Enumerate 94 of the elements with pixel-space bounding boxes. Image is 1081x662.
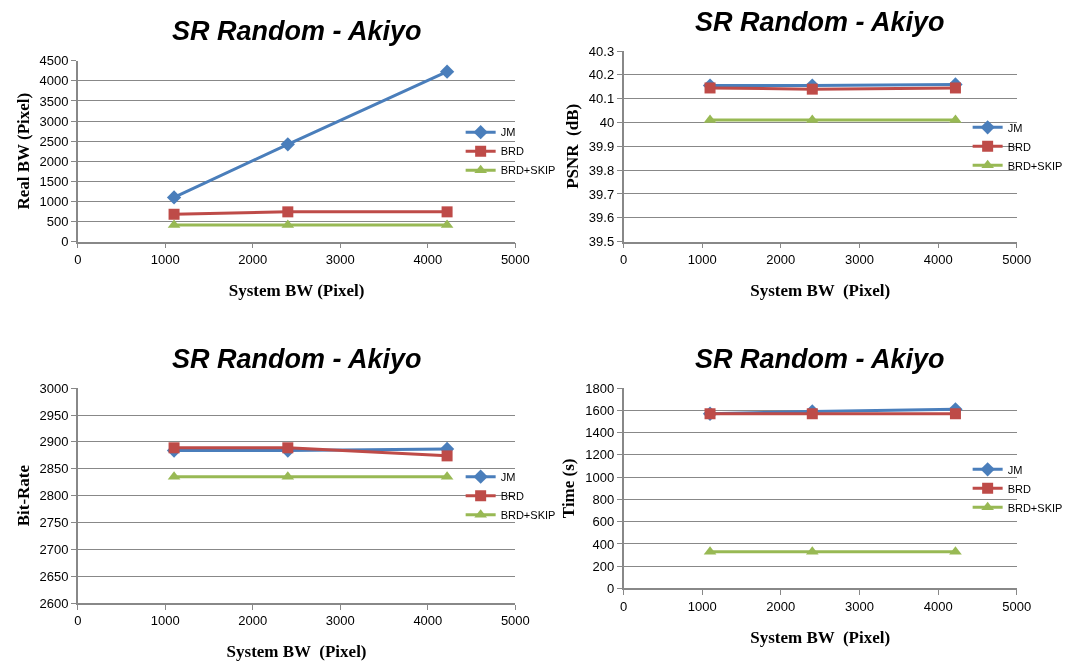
y-tick-label: 3000 bbox=[39, 380, 69, 396]
x-tick-label: 0 bbox=[74, 613, 82, 629]
point bbox=[166, 190, 182, 205]
x-tick-label: 5000 bbox=[500, 251, 530, 267]
chart-title: SR Random - Akiyo bbox=[172, 16, 422, 46]
point bbox=[806, 408, 818, 420]
legend-label: JM bbox=[1007, 463, 1023, 476]
x-tick-label: 3000 bbox=[845, 598, 874, 614]
x-tick-label: 1000 bbox=[150, 613, 180, 629]
y-tick-label: 2850 bbox=[39, 461, 69, 477]
x-tick-label: 5000 bbox=[1002, 251, 1032, 267]
y-tick-label: 4500 bbox=[39, 53, 69, 69]
x-tick-label: 1000 bbox=[150, 251, 180, 267]
point bbox=[949, 408, 961, 420]
y-tick-label: 1000 bbox=[585, 469, 615, 485]
x-tick-label: 2000 bbox=[766, 251, 796, 267]
x-tick-label: 1000 bbox=[687, 598, 717, 614]
y-tick-label: 39.8 bbox=[588, 162, 615, 178]
legend-label: BRD+SKIP bbox=[1007, 501, 1063, 514]
y-tick-label: 600 bbox=[592, 514, 615, 530]
x-tick-label: 5000 bbox=[1002, 598, 1032, 614]
x-tick-label: 0 bbox=[74, 251, 82, 267]
chart-title: SR Random - Akiyo bbox=[172, 344, 422, 374]
y-tick-label: 2500 bbox=[39, 133, 69, 149]
legend-label: JM bbox=[500, 470, 516, 483]
chart-title: SR Random - Akiyo bbox=[695, 7, 945, 37]
y-tick-label: 39.9 bbox=[588, 138, 615, 154]
chart-title: SR Random - Akiyo bbox=[695, 344, 945, 374]
y-tick-label: 2950 bbox=[39, 407, 69, 423]
y-tick-label: 39.7 bbox=[588, 186, 615, 202]
point bbox=[168, 208, 180, 220]
y-tick-label: 40.3 bbox=[588, 43, 615, 59]
legend-label: BRD bbox=[1007, 482, 1031, 495]
y-tick-label: 2700 bbox=[39, 541, 69, 557]
y-tick-label: 40 bbox=[599, 115, 615, 131]
y-tick-label: 40.2 bbox=[588, 67, 615, 83]
y-tick-label: 2800 bbox=[39, 488, 69, 504]
y-tick-label: 1600 bbox=[585, 402, 615, 418]
x-tick-label: 3000 bbox=[325, 613, 355, 629]
y-tick-label: 2750 bbox=[39, 515, 69, 531]
legend-label: BRD+SKIP bbox=[500, 164, 556, 177]
legend-label: JM bbox=[500, 126, 516, 139]
y-tick-label: 1800 bbox=[585, 380, 615, 396]
y-axis-title: Bit-Rate bbox=[13, 464, 33, 527]
y-tick-label: 4000 bbox=[39, 73, 69, 89]
y-axis-title: Time (s) bbox=[559, 458, 579, 519]
y-axis-title: PSNR (dB) bbox=[562, 103, 582, 189]
x-axis-title: System BW (Pixel) bbox=[228, 280, 365, 300]
x-axis-title: System BW (Pixel) bbox=[750, 280, 891, 300]
y-tick-label: 400 bbox=[592, 536, 615, 552]
point bbox=[280, 137, 295, 152]
x-tick-label: 2000 bbox=[238, 613, 268, 629]
legend-label: BRD bbox=[1007, 140, 1031, 153]
y-tick-label: 40.1 bbox=[588, 91, 615, 107]
x-tick-label: 4000 bbox=[923, 598, 953, 614]
y-tick-label: 1400 bbox=[585, 425, 615, 441]
point bbox=[439, 64, 455, 79]
x-tick-label: 0 bbox=[619, 598, 628, 614]
y-tick-label: 3500 bbox=[39, 93, 69, 109]
y-tick-label: 0 bbox=[61, 234, 69, 250]
legend-label: BRD+SKIP bbox=[1007, 159, 1063, 172]
y-tick-label: 2650 bbox=[39, 568, 69, 584]
y-tick-label: 200 bbox=[592, 558, 615, 574]
x-axis-title: System BW (Pixel) bbox=[750, 627, 891, 647]
y-tick-label: 500 bbox=[46, 214, 69, 230]
y-tick-label: 39.6 bbox=[588, 210, 615, 226]
x-tick-label: 3000 bbox=[325, 251, 355, 267]
point bbox=[282, 206, 294, 218]
x-tick-label: 3000 bbox=[845, 251, 874, 267]
legend-label: BRD bbox=[500, 145, 524, 158]
x-tick-label: 1000 bbox=[687, 251, 717, 267]
legend-label: JM bbox=[1007, 121, 1023, 134]
y-tick-label: 1000 bbox=[39, 193, 69, 209]
y-tick-label: 1200 bbox=[585, 447, 615, 463]
y-tick-label: 2900 bbox=[39, 434, 69, 450]
point bbox=[441, 206, 453, 218]
x-tick-label: 0 bbox=[619, 251, 628, 267]
x-axis-title: System BW (Pixel) bbox=[226, 642, 367, 662]
x-tick-label: 5000 bbox=[500, 613, 530, 629]
y-tick-label: 800 bbox=[592, 491, 615, 507]
y-tick-label: 2000 bbox=[39, 153, 69, 169]
legend-label: BRD+SKIP bbox=[500, 508, 556, 521]
y-tick-label: 0 bbox=[606, 581, 615, 597]
y-tick-label: 3000 bbox=[39, 113, 69, 129]
y-axis-title: Real BW (Pixel) bbox=[13, 92, 33, 210]
x-tick-label: 4000 bbox=[413, 251, 443, 267]
y-tick-label: 39.5 bbox=[588, 234, 615, 250]
legend-label: BRD bbox=[500, 489, 524, 502]
y-tick-label: 2600 bbox=[39, 595, 69, 611]
x-tick-label: 2000 bbox=[238, 251, 268, 267]
x-tick-label: 2000 bbox=[766, 598, 796, 614]
y-tick-label: 1500 bbox=[39, 173, 69, 189]
x-tick-label: 4000 bbox=[413, 613, 443, 629]
x-tick-label: 4000 bbox=[923, 251, 953, 267]
